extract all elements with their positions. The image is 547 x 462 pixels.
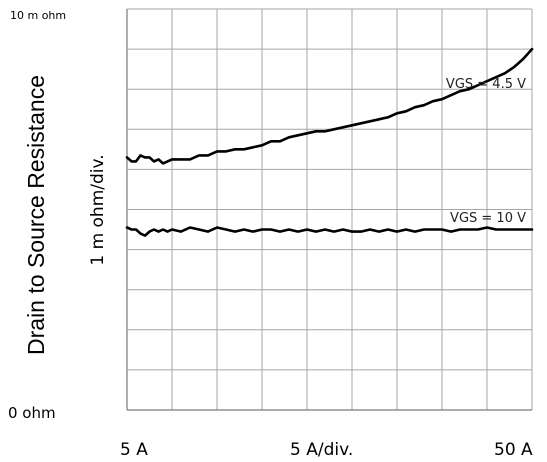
y-axis-label: Drain to Source Resistance xyxy=(23,75,49,355)
x-right-label: 50 A xyxy=(494,440,533,460)
grid xyxy=(126,8,533,411)
x-left-label: 5 A xyxy=(120,440,148,460)
y-top-label: 10 m ohm xyxy=(10,9,66,22)
series-label-vgs-10: VGS = 10 V xyxy=(450,211,526,226)
series-label-vgs-4-5: VGS = 4.5 V xyxy=(446,77,526,92)
y-division-label: 1 m ohm/div. xyxy=(88,154,108,265)
series-line-vgs-4-5 xyxy=(125,47,534,165)
series-line-vgs-10 xyxy=(125,226,534,237)
x-division-label: 5 A/div. xyxy=(290,440,353,460)
series-group xyxy=(125,47,534,237)
y-bottom-label: 0 ohm xyxy=(8,404,56,422)
